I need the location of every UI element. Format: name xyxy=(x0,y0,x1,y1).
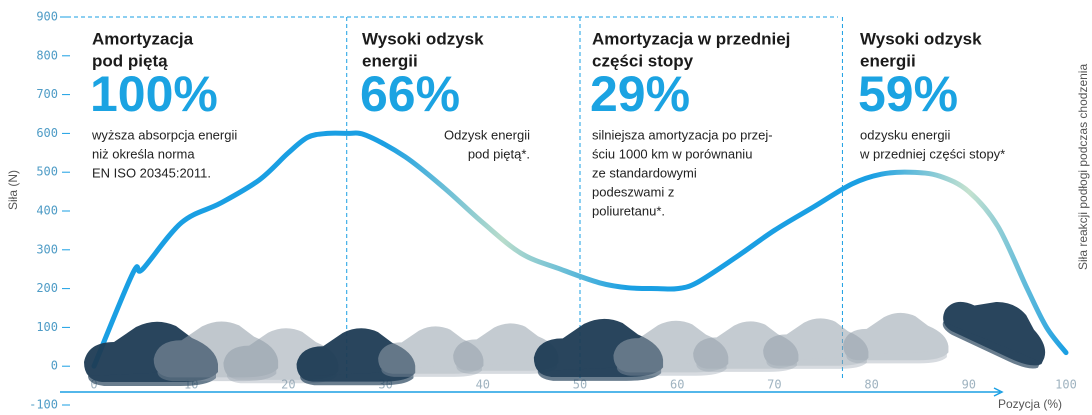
panel-text: poliuretanu*. xyxy=(592,203,665,218)
y-tick-label: -100 xyxy=(29,398,58,412)
y-axis-label: Siła (N) xyxy=(6,170,20,210)
panel-text: w przedniej części stopy* xyxy=(859,146,1005,161)
panel-text: wyższa absorpcja energii xyxy=(91,127,237,142)
side-label: Siła reakcji podłogi podczas chodzenia xyxy=(1076,64,1090,270)
y-tick-label: 800 xyxy=(36,48,58,62)
x-tick-label: 70 xyxy=(767,378,781,392)
y-tick-label: 700 xyxy=(36,87,58,101)
panel-text: ze standardowymi xyxy=(592,165,697,180)
panel-text: odzysku energii xyxy=(860,127,950,142)
y-tick-label: 100 xyxy=(36,320,58,334)
panel-title: Amortyzacja w przedniej xyxy=(592,29,790,48)
panel-title: Wysoki odzysk xyxy=(362,29,484,48)
panel-figure: 100% xyxy=(90,66,218,122)
x-axis-label: Pozycja (%) xyxy=(998,397,1062,411)
y-tick-label: 600 xyxy=(36,126,58,140)
y-tick-label: 400 xyxy=(36,204,58,218)
panel-text: ściu 1000 km w porównaniu xyxy=(592,146,752,161)
panel-text: Odzysk energii xyxy=(444,127,530,142)
panel-text: pod piętą*. xyxy=(468,146,530,161)
y-tick-label: 900 xyxy=(36,10,58,24)
x-tick-label: 90 xyxy=(962,378,976,392)
x-tick-label: 80 xyxy=(864,378,878,392)
panel-text: EN ISO 20345:2011. xyxy=(92,165,211,180)
y-tick-label: 0 xyxy=(51,359,58,373)
panel-figure: 66% xyxy=(360,66,460,122)
y-tick-label: 300 xyxy=(36,242,58,256)
panel-figure: 59% xyxy=(858,66,958,122)
panel-title: Amortyzacja xyxy=(92,29,194,48)
panel-figure: 29% xyxy=(590,66,690,122)
y-tick-label: 200 xyxy=(36,281,58,295)
y-tick-label: 500 xyxy=(36,165,58,179)
panel-title: Wysoki odzysk xyxy=(860,29,982,48)
panel-text: podeszwami z xyxy=(592,184,674,199)
x-tick-label: 60 xyxy=(670,378,684,392)
shoe-illustrations xyxy=(84,280,1059,386)
panel-text: silniejsza amortyzacja po przej- xyxy=(592,127,773,142)
x-tick-label: 100 xyxy=(1055,378,1077,392)
x-tick-label: 40 xyxy=(476,378,490,392)
panel-text: niż określa norma xyxy=(92,146,195,161)
chart: Amortyzacjapod piętą100%wyższa absorpcja… xyxy=(0,0,1092,415)
